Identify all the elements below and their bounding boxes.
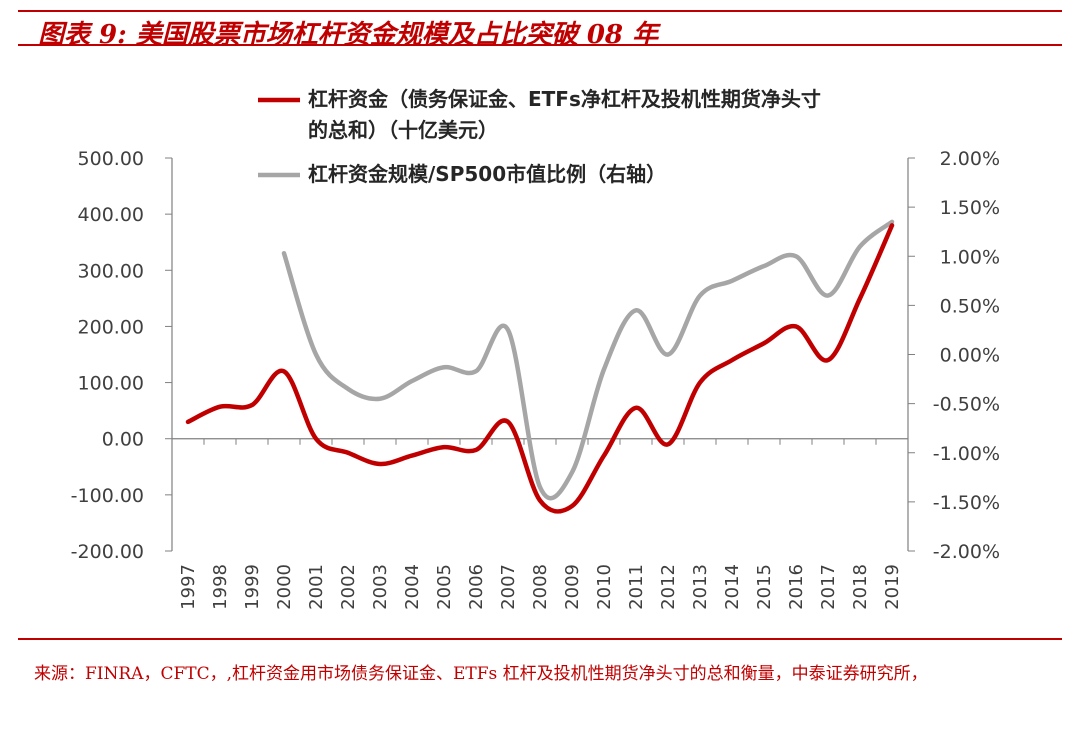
y-left-tick-label: 100.00	[78, 373, 144, 395]
series-line-leverage-funds	[185, 223, 895, 514]
y-right-tick-label: -2.00%	[933, 541, 1000, 563]
x-tick-label: 2014	[722, 564, 743, 610]
x-tick-label: 2017	[818, 564, 839, 610]
x-tick-label: 2005	[434, 564, 455, 610]
x-tick-label: 2008	[530, 564, 551, 610]
x-tick-label: 2012	[658, 564, 679, 610]
x-tick-label: 2006	[466, 564, 487, 610]
y-left-tick-label: 200.00	[78, 316, 144, 338]
x-tick-label: 2002	[338, 564, 359, 610]
x-tick-label: 2007	[498, 564, 519, 610]
y-right-tick-label: -1.50%	[933, 492, 1000, 514]
y-left-tick-label: 400.00	[78, 204, 144, 226]
y-right-tick-label: 0.00%	[940, 345, 1000, 367]
y-left-tick-label: 300.00	[78, 260, 144, 282]
y-right-tick-label: 1.50%	[940, 197, 1000, 219]
x-tick-label: 2001	[306, 564, 327, 610]
x-tick-label: 2018	[850, 564, 871, 610]
x-tick-label: 2013	[690, 564, 711, 610]
x-tick-label: 2016	[786, 564, 807, 610]
source-note: 来源：FINRA，CFTC，,杠杆资金用市场债务保证金、ETFs 杠杆及投机性期…	[34, 664, 928, 684]
y-right-tick-label: -0.50%	[933, 394, 1000, 416]
x-tick-label: 1998	[210, 564, 231, 610]
x-tick-label: 2011	[626, 564, 647, 610]
y-left-tick-label: 500.00	[78, 148, 144, 170]
y-right-tick-label: -1.00%	[933, 443, 1000, 465]
y-right-tick-label: 0.50%	[940, 295, 1000, 317]
x-tick-label: 1997	[178, 564, 199, 610]
y-left-tick-label: -100.00	[71, 485, 144, 507]
x-tick-label: 2000	[274, 564, 295, 610]
x-tick-label: 1999	[242, 564, 263, 610]
x-tick-label: 2010	[594, 564, 615, 610]
y-left-tick-label: -200.00	[71, 541, 144, 563]
y-right-tick-label: 1.00%	[940, 246, 1000, 268]
title-rule-top	[18, 10, 1062, 12]
x-tick-label: 2004	[402, 564, 423, 610]
x-tick-label: 2009	[562, 564, 583, 610]
footer-rule	[18, 638, 1062, 640]
y-right-tick-label: 2.00%	[940, 148, 1000, 170]
x-tick-label: 2003	[370, 564, 391, 610]
x-tick-label: 2015	[754, 564, 775, 610]
title-rule-bottom	[18, 44, 1062, 46]
legend-label-leverage-funds: 杠杆资金（债务保证金、ETFs净杠杆及投机性期货净头寸	[308, 87, 821, 111]
legend-label-leverage-funds: 的总和）（十亿美元）	[308, 118, 498, 142]
y-left-tick-label: 0.00	[102, 429, 144, 451]
legend-label-ratio-sp500: 杠杆资金规模/SP500市值比例（右轴）	[308, 162, 666, 186]
series-line-ratio-sp500	[281, 219, 895, 501]
x-tick-label: 2019	[882, 564, 903, 610]
